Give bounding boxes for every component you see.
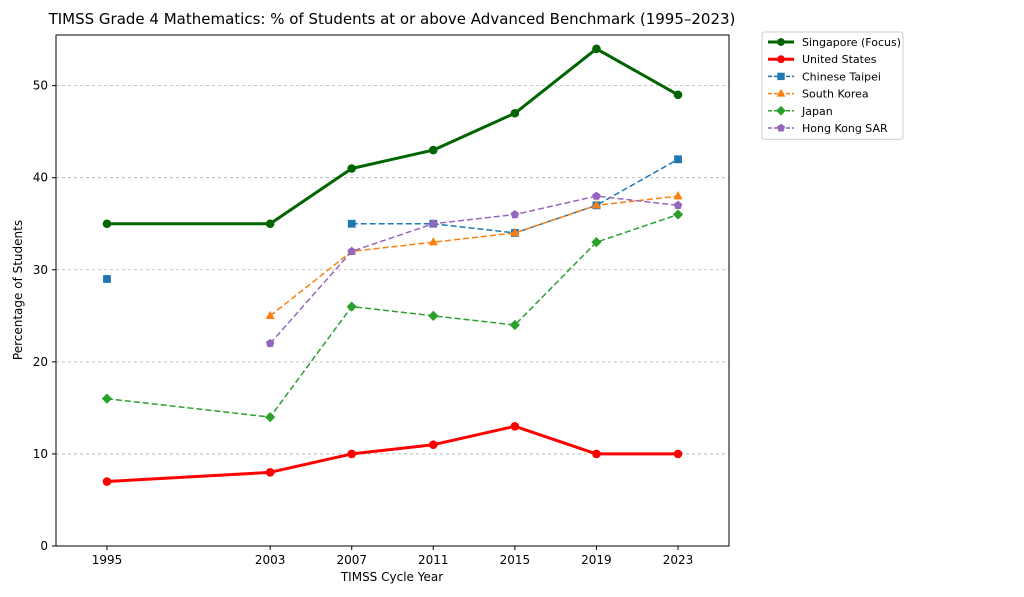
legend-marker xyxy=(776,88,786,97)
legend-label: Chinese Taipei xyxy=(802,70,881,83)
data-point xyxy=(674,155,682,164)
legend-box xyxy=(761,31,904,140)
data-point xyxy=(673,449,683,459)
data-point xyxy=(592,44,601,54)
x-axis-label: TIMSS Cycle Year xyxy=(340,570,443,584)
series-south-korea xyxy=(265,191,683,320)
y-tick-label: 30 xyxy=(33,263,48,277)
x-tick-label: 2019 xyxy=(581,553,612,567)
data-point xyxy=(673,191,683,200)
series-line xyxy=(269,195,679,344)
data-point xyxy=(428,145,438,155)
series-japan xyxy=(101,209,684,423)
series-line xyxy=(106,213,679,418)
data-point xyxy=(103,275,111,283)
data-point xyxy=(265,310,275,320)
y-tick-label: 0 xyxy=(40,539,48,553)
data-point xyxy=(102,477,112,486)
data-point xyxy=(347,246,357,256)
x-tick-label: 2003 xyxy=(255,553,286,567)
data-point xyxy=(347,449,357,459)
data-point xyxy=(591,237,602,248)
data-point xyxy=(592,449,601,459)
y-tick-label: 40 xyxy=(33,171,48,185)
data-point xyxy=(428,310,439,321)
legend-item-japan: Japan xyxy=(768,105,833,118)
legend-label: Japan xyxy=(801,105,833,118)
data-point xyxy=(510,210,520,219)
data-point xyxy=(347,219,356,228)
legend-label: South Korea xyxy=(802,88,869,101)
data-point xyxy=(428,237,438,246)
y-tick-label: 10 xyxy=(33,447,48,461)
data-point xyxy=(101,393,113,404)
legend-item-united-states: United States xyxy=(768,53,877,66)
legend: Singapore (Focus) United States Chinese Ta… xyxy=(761,31,904,140)
data-point xyxy=(428,440,438,450)
legend-label: United States xyxy=(802,53,877,66)
data-point xyxy=(265,219,275,229)
legend-marker xyxy=(777,38,785,46)
legend-marker xyxy=(776,105,786,116)
series-chinese-taipei xyxy=(103,155,682,283)
plot-area xyxy=(55,34,730,547)
x-tick-label: 2023 xyxy=(663,553,694,567)
series-hong-kong-sar xyxy=(265,191,683,348)
data-point xyxy=(673,90,683,100)
y-tick-label: 50 xyxy=(33,79,48,93)
data-point xyxy=(673,200,683,209)
legend-label: Singapore (Focus) xyxy=(802,36,901,49)
data-point xyxy=(102,219,112,229)
data-point xyxy=(265,338,275,348)
series-united-states xyxy=(102,422,683,486)
data-point xyxy=(347,164,357,173)
series-line xyxy=(269,195,679,317)
x-tick-label: 2011 xyxy=(418,553,449,567)
chart-title: TIMSS Grade 4 Mathematics: % of Students… xyxy=(48,10,736,28)
data-point xyxy=(265,411,276,423)
data-point xyxy=(509,319,520,331)
gridlines xyxy=(56,85,729,455)
series-lines xyxy=(101,44,684,486)
data-point xyxy=(591,200,602,209)
data-point xyxy=(592,191,601,200)
y-axis: 0 10 20 30 40 50 xyxy=(33,79,56,553)
legend-item-south-korea: South Korea xyxy=(768,88,869,101)
x-axis: 1995 2003 2007 2011 2015 2019 2023 xyxy=(92,546,694,567)
legend-marker xyxy=(777,55,785,64)
data-point xyxy=(428,219,438,228)
legend-item-hong-kong-sar: Hong Kong SAR xyxy=(768,122,888,135)
series-line xyxy=(351,158,679,234)
data-point xyxy=(510,422,520,431)
y-axis-label: Percentage of Students xyxy=(11,220,25,360)
legend-marker xyxy=(776,123,786,132)
data-point xyxy=(672,209,684,220)
series-singapore-focus xyxy=(102,44,683,229)
data-point xyxy=(510,227,520,237)
data-point xyxy=(265,468,275,477)
data-point xyxy=(346,301,357,312)
data-point xyxy=(510,108,520,118)
legend-label: Hong Kong SAR xyxy=(802,122,888,135)
legend-item-chinese-taipei: Chinese Taipei xyxy=(768,70,881,83)
y-tick-label: 20 xyxy=(33,355,48,369)
legend-marker xyxy=(777,72,785,81)
x-tick-label: 2015 xyxy=(500,553,531,567)
legend-item-singapore-focus: Singapore (Focus) xyxy=(768,36,901,49)
x-tick-label: 1995 xyxy=(92,553,123,567)
x-tick-label: 2007 xyxy=(336,553,367,567)
